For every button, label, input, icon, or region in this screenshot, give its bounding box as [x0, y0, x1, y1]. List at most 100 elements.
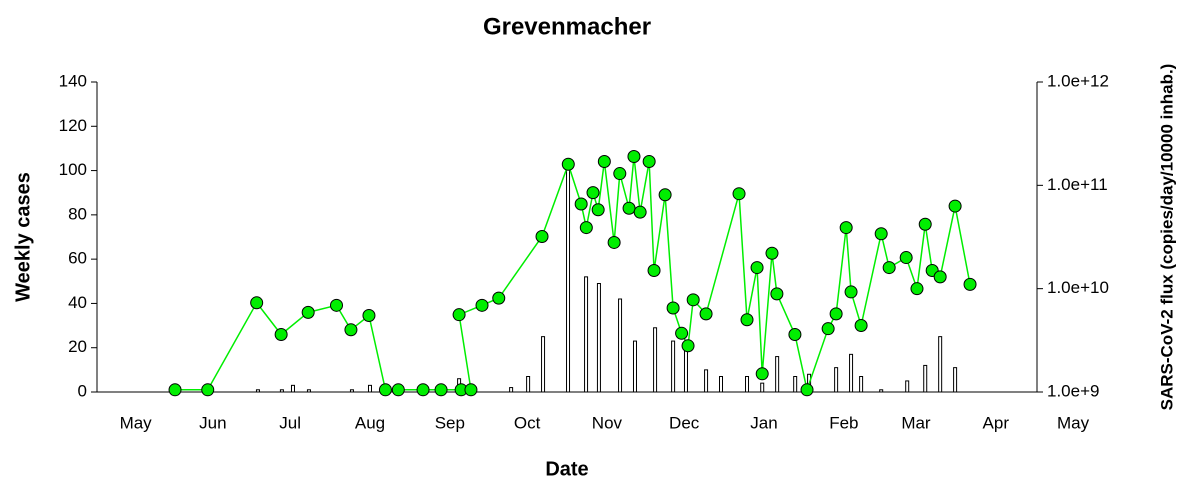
bar	[923, 364, 928, 393]
point	[642, 155, 656, 169]
point	[452, 308, 466, 322]
point	[586, 186, 600, 200]
point	[821, 322, 835, 336]
point	[918, 217, 932, 231]
point	[391, 383, 405, 397]
y-tick-label: 40	[68, 293, 87, 312]
point	[475, 298, 489, 312]
point	[675, 326, 689, 340]
bar	[541, 336, 546, 393]
bar	[566, 163, 571, 393]
point	[622, 201, 636, 215]
point	[330, 298, 344, 312]
point	[882, 261, 896, 275]
point	[770, 287, 784, 301]
bar	[775, 356, 780, 393]
bar	[255, 389, 260, 393]
bar	[879, 389, 884, 393]
bar	[290, 384, 295, 393]
point	[658, 188, 672, 202]
bar	[704, 369, 709, 393]
bar	[671, 340, 676, 393]
point	[492, 291, 506, 305]
point	[250, 296, 264, 310]
point	[874, 227, 888, 241]
point	[301, 305, 315, 319]
bar	[859, 376, 864, 393]
y-tick-label: 120	[59, 116, 87, 135]
x-tick-label: Aug	[355, 413, 385, 432]
point	[686, 293, 700, 307]
bar	[834, 367, 839, 393]
y-tick-label: 60	[68, 249, 87, 268]
point	[788, 328, 802, 342]
point	[844, 285, 858, 299]
chart-title: Grevenmacher	[483, 13, 651, 40]
point	[765, 246, 779, 260]
y2-tick-label: 1.0e+10	[1047, 278, 1109, 297]
bar	[760, 382, 765, 393]
y2-tick-label: 1.0e+12	[1047, 71, 1109, 90]
bar	[653, 327, 658, 393]
point	[910, 282, 924, 296]
x-axis-label: Date	[545, 458, 588, 480]
point	[378, 383, 392, 397]
point	[201, 383, 215, 397]
x-tick-label: Oct	[514, 413, 541, 432]
point	[681, 339, 695, 353]
bar	[745, 376, 750, 393]
y-tick-label: 0	[78, 381, 87, 400]
point	[740, 313, 754, 327]
point	[561, 157, 575, 171]
bar	[526, 376, 531, 393]
x-tick-label: Nov	[592, 413, 623, 432]
point	[344, 323, 358, 337]
bar	[349, 389, 354, 393]
point	[899, 251, 913, 265]
point	[274, 328, 288, 342]
bar	[584, 276, 589, 393]
x-tick-label: Jun	[199, 413, 226, 432]
bar	[306, 389, 311, 393]
bar	[719, 376, 724, 393]
bar	[596, 283, 601, 393]
point	[416, 383, 430, 397]
y2-axis-label: SARS-CoV-2 flux (copies/day/10000 inhab.…	[1157, 64, 1176, 411]
point	[574, 197, 588, 211]
y-tick-label: 20	[68, 337, 87, 356]
point	[613, 167, 627, 181]
point	[829, 307, 843, 321]
bar	[938, 336, 943, 393]
x-tick-label: Dec	[669, 413, 700, 432]
point	[535, 229, 549, 243]
bar	[279, 389, 284, 393]
point	[839, 221, 853, 235]
point	[168, 383, 182, 397]
bar	[849, 353, 854, 393]
y2-tick-label: 1.0e+9	[1047, 381, 1099, 400]
bar	[509, 387, 514, 393]
point	[666, 301, 680, 315]
x-tick-label: May	[1057, 413, 1090, 432]
point	[579, 221, 593, 235]
point	[933, 270, 947, 284]
point	[750, 261, 764, 275]
bar	[953, 367, 958, 393]
bar	[905, 380, 910, 393]
x-tick-label: May	[120, 413, 153, 432]
x-tick-label: Sep	[435, 413, 465, 432]
x-tick-label: Apr	[983, 413, 1010, 432]
point	[464, 383, 478, 397]
point	[597, 155, 611, 169]
y-tick-label: 140	[59, 71, 87, 90]
point	[591, 203, 605, 217]
bar	[618, 298, 623, 393]
point	[607, 235, 621, 249]
point	[699, 307, 713, 321]
point	[963, 277, 977, 291]
y2-tick-label: 1.0e+11	[1047, 175, 1108, 194]
bar	[367, 384, 372, 393]
point	[948, 199, 962, 213]
x-tick-label: Mar	[901, 413, 931, 432]
